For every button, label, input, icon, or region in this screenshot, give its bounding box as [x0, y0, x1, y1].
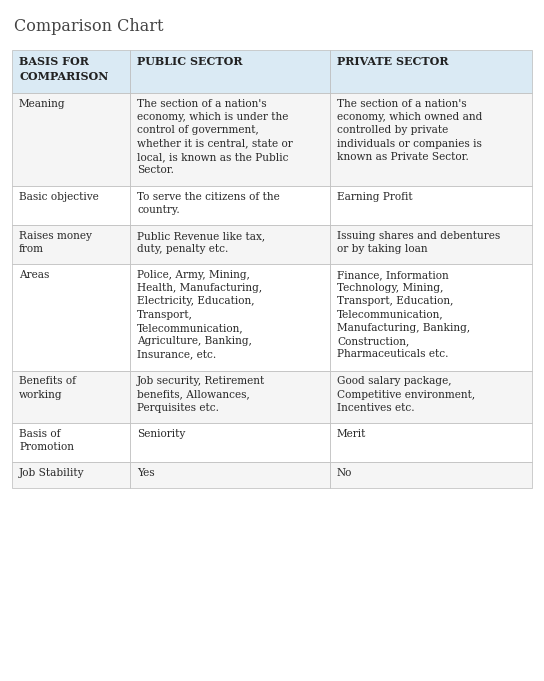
Bar: [130, 225, 330, 264]
Bar: [12, 93, 130, 186]
Bar: [330, 370, 532, 423]
Bar: [12, 370, 130, 423]
Bar: [330, 225, 532, 264]
Text: Job security, Retirement
benefits, Allowances,
Perquisites etc.: Job security, Retirement benefits, Allow…: [137, 377, 265, 413]
Bar: [130, 423, 330, 462]
Text: Yes: Yes: [137, 468, 154, 478]
Text: Areas: Areas: [19, 270, 50, 280]
Text: The section of a nation's
economy, which is under the
control of government,
whe: The section of a nation's economy, which…: [137, 99, 293, 175]
Text: Seniority: Seniority: [137, 429, 186, 439]
Text: Benefits of
working: Benefits of working: [19, 377, 76, 400]
Bar: [130, 462, 330, 488]
Bar: [130, 370, 330, 423]
Bar: [330, 50, 532, 93]
Bar: [330, 186, 532, 225]
Text: Public Revenue like tax,
duty, penalty etc.: Public Revenue like tax, duty, penalty e…: [137, 231, 265, 254]
Bar: [12, 186, 130, 225]
Text: Earning Profit: Earning Profit: [337, 192, 413, 202]
Bar: [130, 264, 330, 370]
Bar: [12, 50, 130, 93]
Bar: [12, 225, 130, 264]
Text: BASIS FOR
COMPARISON: BASIS FOR COMPARISON: [19, 56, 108, 82]
Bar: [130, 93, 330, 186]
Text: Basis of
Promotion: Basis of Promotion: [19, 429, 74, 452]
Text: Merit: Merit: [337, 429, 366, 439]
Text: Issuing shares and debentures
or by taking loan: Issuing shares and debentures or by taki…: [337, 231, 500, 254]
Text: Raises money
from: Raises money from: [19, 231, 92, 254]
Text: Comparison Chart: Comparison Chart: [14, 18, 164, 35]
Bar: [12, 423, 130, 462]
Bar: [330, 264, 532, 370]
Text: Basic objective: Basic objective: [19, 192, 99, 202]
Bar: [330, 93, 532, 186]
Bar: [130, 50, 330, 93]
Text: Job Stability: Job Stability: [19, 468, 84, 478]
Text: PRIVATE SECTOR: PRIVATE SECTOR: [337, 56, 448, 67]
Text: PUBLIC SECTOR: PUBLIC SECTOR: [137, 56, 243, 67]
Text: Good salary package,
Competitive environment,
Incentives etc.: Good salary package, Competitive environ…: [337, 377, 475, 413]
Bar: [130, 186, 330, 225]
Bar: [330, 423, 532, 462]
Text: No: No: [337, 468, 353, 478]
Bar: [12, 462, 130, 488]
Bar: [12, 264, 130, 370]
Text: Meaning: Meaning: [19, 99, 66, 109]
Text: Police, Army, Mining,
Health, Manufacturing,
Electricity, Education,
Transport,
: Police, Army, Mining, Health, Manufactur…: [137, 270, 262, 359]
Text: To serve the citizens of the
country.: To serve the citizens of the country.: [137, 192, 280, 215]
Bar: [330, 462, 532, 488]
Text: The section of a nation's
economy, which owned and
controlled by private
individ: The section of a nation's economy, which…: [337, 99, 483, 162]
Text: Finance, Information
Technology, Mining,
Transport, Education,
Telecommunication: Finance, Information Technology, Mining,…: [337, 270, 470, 359]
